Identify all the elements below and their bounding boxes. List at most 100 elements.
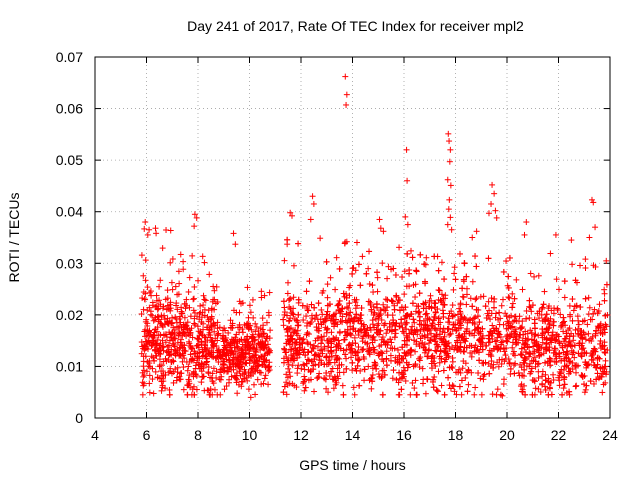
data-point [601, 297, 608, 304]
data-point [595, 324, 602, 331]
data-point [315, 334, 322, 341]
data-point [247, 394, 254, 401]
data-point [384, 304, 391, 311]
data-point [325, 389, 332, 396]
data-point [422, 299, 429, 306]
data-point [296, 341, 303, 348]
data-point [377, 327, 384, 334]
data-point [498, 302, 505, 309]
data-point [281, 257, 288, 264]
data-point [350, 384, 357, 391]
data-point [308, 301, 315, 308]
data-point [428, 330, 435, 337]
data-point [349, 270, 356, 277]
data-point [561, 294, 568, 301]
data-point [521, 354, 528, 361]
data-point [456, 305, 463, 312]
data-point [430, 384, 437, 391]
data-point [314, 375, 321, 382]
data-point [364, 340, 371, 347]
data-point [179, 358, 186, 365]
data-point [168, 351, 175, 358]
data-point [285, 365, 292, 372]
data-point [187, 351, 194, 358]
data-point [162, 339, 169, 346]
data-point [438, 291, 445, 298]
data-point [532, 358, 539, 365]
data-point [252, 320, 259, 327]
data-point [183, 296, 190, 303]
data-point [396, 244, 403, 251]
data-point [419, 365, 426, 372]
data-point [377, 307, 384, 314]
data-point [280, 359, 287, 366]
data-point [403, 146, 410, 153]
data-point [200, 326, 207, 333]
data-point [501, 376, 508, 383]
data-point [343, 310, 350, 317]
data-point [511, 352, 518, 359]
data-point [495, 363, 502, 370]
data-point [389, 375, 396, 382]
data-point [147, 288, 154, 295]
data-point [201, 361, 208, 368]
data-point [545, 329, 552, 336]
data-point [541, 316, 548, 323]
data-point [323, 258, 330, 265]
data-point [550, 349, 557, 356]
data-point [173, 377, 180, 384]
data-point [478, 391, 485, 398]
data-point [535, 272, 542, 279]
data-point [562, 351, 569, 358]
data-point [247, 309, 254, 316]
data-point [305, 348, 312, 355]
data-point [409, 254, 416, 261]
data-point [451, 270, 458, 277]
data-point [220, 333, 227, 340]
data-point [461, 348, 468, 355]
y-tick-label: 0.05 [56, 152, 83, 168]
data-point [500, 321, 507, 328]
y-tick-label: 0.07 [56, 49, 83, 65]
data-point [290, 294, 297, 301]
data-point [470, 315, 477, 322]
data-point [505, 320, 512, 327]
data-point [283, 340, 290, 347]
data-point [155, 316, 162, 323]
data-point [540, 301, 547, 308]
data-point [315, 300, 322, 307]
data-point [252, 328, 259, 335]
data-point [419, 339, 426, 346]
data-point [346, 284, 353, 291]
data-point [499, 296, 506, 303]
data-point [575, 317, 582, 324]
data-point [324, 302, 331, 309]
data-point [483, 342, 490, 349]
data-point [571, 354, 578, 361]
data-point [385, 263, 392, 270]
data-point [511, 295, 518, 302]
data-point [453, 345, 460, 352]
data-point [476, 357, 483, 364]
data-point [441, 301, 448, 308]
data-point [339, 382, 346, 389]
data-point [441, 276, 448, 283]
data-point [396, 359, 403, 366]
data-point [230, 230, 237, 237]
data-point [526, 363, 533, 370]
data-point [343, 91, 350, 98]
data-point [180, 258, 187, 265]
data-point [468, 349, 475, 356]
data-point [163, 306, 170, 313]
data-point [515, 369, 522, 376]
data-point [601, 290, 608, 297]
data-point [169, 314, 176, 321]
data-point [376, 343, 383, 350]
data-point [360, 354, 367, 361]
data-point [186, 274, 193, 281]
data-point [392, 358, 399, 365]
data-point [382, 296, 389, 303]
data-point [315, 362, 322, 369]
data-point [327, 347, 334, 354]
